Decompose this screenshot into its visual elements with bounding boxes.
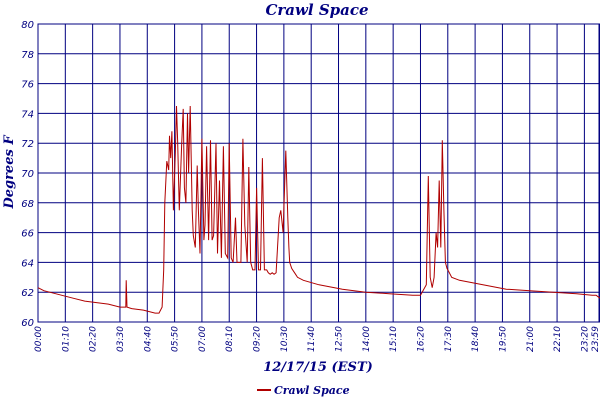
y-tick-label: 66 (21, 229, 34, 240)
grid (37, 23, 600, 323)
y-tick-label: 64 (21, 258, 34, 269)
plot-border (37, 23, 600, 323)
x-tick-label: 18:40 (471, 326, 481, 352)
x-tick-label: 17:30 (444, 326, 454, 352)
x-tick-label: 19:50 (498, 326, 508, 352)
legend: Crawl Space (257, 384, 350, 397)
x-tick-label: 00:00 (34, 326, 44, 352)
series-line-crawl-space (37, 105, 600, 314)
x-tick-label: 05:50 (171, 326, 181, 352)
x-tick-label: 14:00 (362, 326, 372, 352)
y-tick-label: 76 (21, 80, 34, 91)
x-tick-label: 11:40 (307, 326, 317, 352)
x-tick-label: 15:10 (389, 326, 399, 352)
x-tick-label: 04:40 (143, 326, 153, 352)
y-tick-label: 70 (21, 169, 34, 180)
x-tick-label: 07:00 (198, 326, 208, 352)
y-axis-label: Degrees F (2, 135, 17, 210)
x-tick-label: 03:30 (116, 326, 126, 352)
x-tick-label: 21:00 (526, 326, 536, 352)
x-tick-label: 22:10 (553, 326, 563, 352)
y-tick-label: 68 (21, 199, 34, 210)
x-tick-label: 02:20 (89, 326, 99, 352)
x-tick-label: 23:20 (580, 326, 590, 352)
x-tick-labels: 00:00 01:10 02:20 03:30 04:40 05:50 07:00 08:10… (34, 326, 600, 352)
y-tick-label: 78 (21, 50, 34, 61)
x-axis-label: 12/17/15 (EST) (263, 360, 373, 375)
legend-label: Crawl Space (274, 384, 350, 397)
x-tick-label: 09:20 (253, 326, 263, 352)
x-tick-label: 23:59 (591, 326, 600, 352)
y-tick-labels: 60 62 64 66 68 70 72 74 76 78 80 (21, 20, 34, 329)
chart-title: Crawl Space (265, 1, 368, 19)
y-tick-label: 80 (21, 20, 34, 31)
x-tick-label: 01:10 (61, 326, 71, 352)
y-tick-label: 74 (21, 109, 34, 120)
x-tick-label: 16:20 (416, 326, 426, 352)
y-tick-label: 60 (21, 318, 34, 329)
y-tick-label: 62 (21, 288, 34, 299)
x-tick-label: 12:50 (335, 326, 345, 352)
x-tick-label: 08:10 (225, 326, 235, 352)
x-tick-label: 10:30 (280, 326, 290, 352)
y-tick-label: 72 (21, 139, 34, 150)
